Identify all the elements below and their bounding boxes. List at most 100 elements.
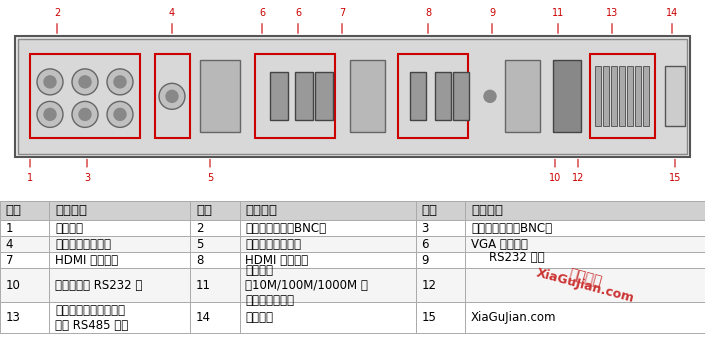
Text: 接口名称: 接口名称 <box>245 204 277 217</box>
Circle shape <box>79 76 91 88</box>
Text: 7: 7 <box>6 254 13 267</box>
Bar <box>155 54 190 138</box>
Text: 9: 9 <box>489 8 495 33</box>
Bar <box>505 60 540 133</box>
Circle shape <box>159 83 185 109</box>
Circle shape <box>37 69 63 95</box>
Bar <box>200 60 240 133</box>
Bar <box>49 302 190 333</box>
Bar <box>190 302 240 333</box>
Text: 7: 7 <box>339 8 345 33</box>
Bar <box>190 268 240 302</box>
Bar <box>465 268 705 302</box>
Bar <box>643 66 649 126</box>
Circle shape <box>44 108 56 120</box>
Text: 5: 5 <box>196 238 203 251</box>
Bar <box>0 220 49 236</box>
Text: 序号: 序号 <box>6 204 22 217</box>
Text: 用于屏控的 RS232 口: 用于屏控的 RS232 口 <box>55 279 142 292</box>
Text: 10: 10 <box>549 159 561 183</box>
Text: 14: 14 <box>196 311 211 324</box>
Text: 15: 15 <box>422 311 436 324</box>
Bar <box>0 302 49 333</box>
Text: 12: 12 <box>572 159 584 183</box>
Circle shape <box>484 90 496 102</box>
Bar <box>553 60 581 133</box>
Circle shape <box>79 108 91 120</box>
Bar <box>240 252 416 268</box>
Text: 2: 2 <box>54 8 60 33</box>
Bar <box>410 72 426 120</box>
Text: VGA 输出接口: VGA 输出接口 <box>471 238 528 251</box>
Text: 13: 13 <box>6 311 20 324</box>
Bar <box>590 54 655 138</box>
Text: 视频输出接口（BNC）: 视频输出接口（BNC） <box>471 222 552 235</box>
Text: 序号: 序号 <box>422 204 438 217</box>
Bar <box>416 220 465 236</box>
Bar <box>619 66 625 126</box>
Bar <box>0 268 49 302</box>
Text: RS232 接口: RS232 接口 <box>489 251 545 264</box>
Bar <box>595 66 601 126</box>
Text: 网络接口
（10M/100M/1000M 自
适应以太网口）: 网络接口 （10M/100M/1000M 自 适应以太网口） <box>245 264 368 307</box>
Text: HDMI 输出接口: HDMI 输出接口 <box>55 254 118 267</box>
Bar <box>190 236 240 252</box>
Bar <box>635 66 641 126</box>
Bar <box>49 268 190 302</box>
Text: 8: 8 <box>196 254 203 267</box>
Bar <box>49 252 190 268</box>
Text: 6: 6 <box>422 238 429 251</box>
Bar <box>0 236 49 252</box>
Bar <box>49 236 190 252</box>
Bar <box>190 220 240 236</box>
Circle shape <box>114 76 126 88</box>
Circle shape <box>37 101 63 127</box>
Bar <box>240 268 416 302</box>
Text: 音频输出接口（BNC）: 音频输出接口（BNC） <box>245 222 326 235</box>
Bar <box>270 72 288 120</box>
Bar <box>350 60 385 133</box>
Text: 11: 11 <box>552 8 564 33</box>
Bar <box>295 72 313 120</box>
Text: 9: 9 <box>422 254 429 267</box>
Text: 11: 11 <box>196 279 211 292</box>
Bar <box>398 54 468 138</box>
Text: 报警输入、报警输出、
标准 RS485 接口: 报警输入、报警输出、 标准 RS485 接口 <box>55 304 128 332</box>
Text: HDMI 输入接口: HDMI 输入接口 <box>245 254 309 267</box>
Text: 1: 1 <box>6 222 13 235</box>
Text: 2: 2 <box>196 222 204 235</box>
Bar <box>0 201 49 220</box>
Bar <box>190 252 240 268</box>
Bar <box>465 302 705 333</box>
Text: 3: 3 <box>84 159 90 183</box>
Bar <box>315 72 333 120</box>
Bar <box>603 66 609 126</box>
Text: 下固件网: 下固件网 <box>567 267 603 289</box>
Circle shape <box>72 69 98 95</box>
Text: 10: 10 <box>6 279 20 292</box>
Bar <box>416 268 465 302</box>
Text: 12: 12 <box>422 279 436 292</box>
Bar <box>255 54 335 138</box>
Bar <box>453 72 469 120</box>
Bar <box>240 220 416 236</box>
Circle shape <box>107 69 133 95</box>
Circle shape <box>72 101 98 127</box>
Bar <box>240 236 416 252</box>
Bar <box>190 201 240 220</box>
Bar <box>15 36 690 156</box>
Text: 语音对讲输出接口: 语音对讲输出接口 <box>55 238 111 251</box>
Bar <box>465 236 705 252</box>
Bar <box>0 252 49 268</box>
Text: 8: 8 <box>425 8 431 33</box>
Circle shape <box>44 76 56 88</box>
Bar <box>240 201 416 220</box>
Circle shape <box>114 108 126 120</box>
Text: 13: 13 <box>606 8 618 33</box>
Text: 4: 4 <box>169 8 175 33</box>
Text: 接地螺孔: 接地螺孔 <box>55 222 83 235</box>
Bar <box>416 236 465 252</box>
Bar <box>30 54 140 138</box>
Text: 电源开关: 电源开关 <box>245 311 274 324</box>
Text: XiaGuJian.com: XiaGuJian.com <box>471 311 556 324</box>
